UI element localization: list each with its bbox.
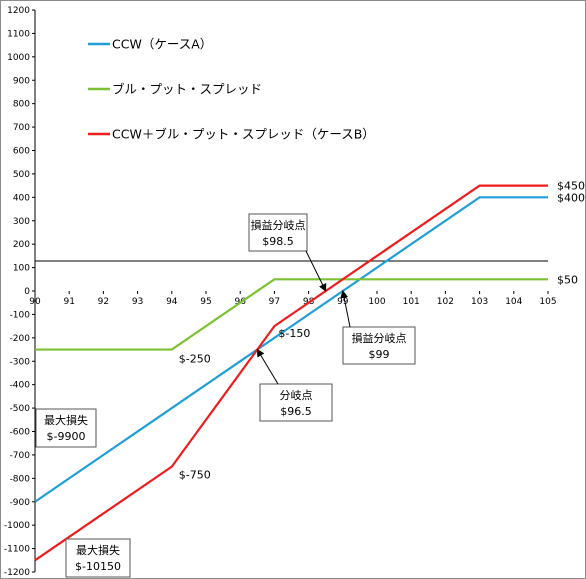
annotation-callout: 損益分岐点 $99 [340,290,416,365]
legend-label-2: ブル・プット・スプレッド [112,82,262,97]
y-tick-label: 700 [13,123,30,133]
y-tick-label: 900 [13,76,30,86]
y-tick-label: -900 [10,498,31,508]
annotation-text: 損益分岐点 [251,218,306,232]
y-tick-label: -500 [10,404,31,414]
y-tick-label: 400 [13,193,30,203]
x-tick-label: 91 [63,297,74,307]
point-label: $-150 [278,327,310,340]
y-tick-label: -1200 [4,568,30,578]
x-tick-label: 97 [269,297,280,307]
y-tick-label: -600 [10,428,31,438]
annotation-text: $96.5 [280,405,312,418]
annotation-callout: 分岐点 $96.5 [256,348,333,422]
y-tick-label: -400 [10,381,31,391]
x-tick-label: 100 [368,297,385,307]
y-tick-label: 200 [13,240,30,250]
series-line-3 [34,184,548,562]
annotation-arrow [305,250,327,292]
x-tick-label: 92 [98,297,109,307]
x-axis: 90 91 92 93 94 95 96 97 98 99 100 101 102 103 104 105 [29,291,557,307]
annotation-callout: 最大損失 $-10150 [65,538,131,578]
x-tick-label: 101 [403,297,420,307]
series-lines [34,184,548,562]
y-tick-label: 1000 [7,53,30,63]
annotation-arrow [340,290,351,328]
annotation-callout: 損益分岐点 $98.5 [248,213,327,292]
x-tick-label: 102 [437,297,454,307]
annotation-text: 最大損失 [44,413,88,427]
annotation-text: $-9900 [47,430,86,443]
point-labels: $450$400 $50 $-150 $-250 $-750 [179,180,585,482]
point-label: $450 [557,180,585,193]
y-tick-label: -1000 [4,521,30,531]
y-tick-label: -1100 [4,545,30,555]
x-tick-label: 99 [337,297,349,307]
annotation-callout: 最大損失 $-9900 [35,408,97,448]
y-tick-label: -800 [10,474,31,484]
y-tick-label: 100 [13,264,30,274]
y-tick-label: 300 [13,217,30,227]
y-tick-label: 600 [13,147,30,157]
legend-label-1: CCW（ケースA） [112,37,212,52]
x-tick-label: 93 [132,297,143,307]
y-tick-label: -700 [10,451,31,461]
annotation-box [65,538,131,578]
annotation-text: 分岐点 [280,389,313,402]
y-tick-label: -100 [10,310,31,320]
x-tick-label: 103 [471,297,488,307]
annotation-text: $-10150 [75,560,121,573]
annotation-box [35,408,97,448]
y-tick-label: -300 [10,357,31,367]
point-label: $50 [557,273,578,286]
point-label: $400 [557,191,585,204]
annotation-box [248,213,308,252]
annotation-text: $98.5 [262,235,294,248]
annotation-box [342,326,416,365]
annotation-arrow [256,348,279,385]
y-tick-label: 1100 [7,29,30,39]
y-tick-label: -200 [10,334,31,344]
y-axis: 1200110010009008007006005004003002001000… [4,6,35,578]
legend: CCW（ケースA） ブル・プット・スプレッド CCW＋ブル・プット・スプレッド（ケー… [88,37,375,142]
y-tick-label: 0 [24,287,30,297]
x-tick-label: 94 [166,297,178,307]
y-tick-label: 1200 [7,6,30,16]
y-tick-label: 500 [13,170,30,180]
annotations: 損益分岐点$98.5損益分岐点$99分岐点$96.5最大損失$-9900最大損失… [35,213,416,578]
point-label: $-750 [179,469,211,482]
x-tick-label: 95 [200,297,211,307]
x-tick-label: 104 [505,297,522,307]
annotation-text: $99 [369,348,390,361]
series-line-1 [34,196,548,503]
point-label: $-250 [179,353,211,366]
x-tick-label: 90 [29,297,41,307]
legend-label-3: CCW＋ブル・プット・スプレッド（ケースB） [112,127,375,142]
annotation-text: 損益分岐点 [352,331,407,345]
series-line-2 [35,278,548,351]
x-tick-label: 105 [539,297,556,307]
annotation-box [259,383,333,422]
annotation-text: 最大損失 [76,543,120,557]
y-tick-label: 800 [13,100,30,110]
